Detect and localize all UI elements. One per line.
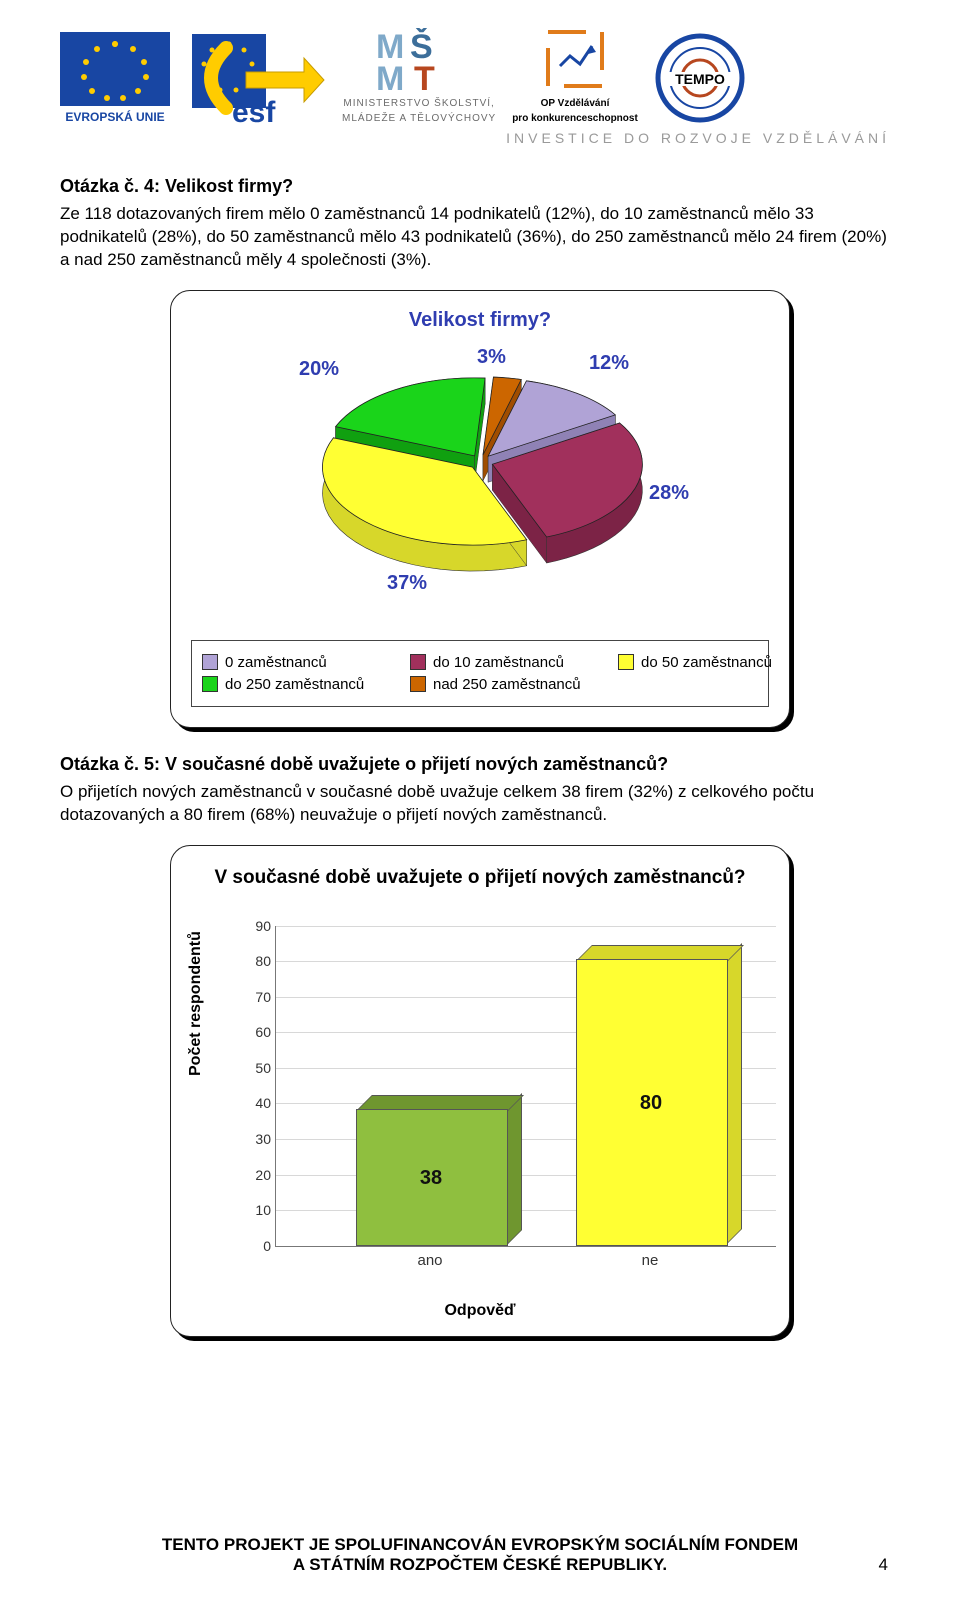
legend-item: do 50 zaměstnanců [618, 654, 798, 671]
q5-heading: Otázka č. 5: V současné době uvažujete o… [60, 754, 900, 775]
footer: TENTO PROJEKT JE SPOLUFINANCOVÁN EVROPSK… [0, 1535, 960, 1575]
legend-item: do 10 zaměstnanců [410, 654, 590, 671]
y-axis-label: Počet respondentů [187, 931, 205, 1076]
logo-op: OP Vzdělávání pro konkurenceschopnost [512, 24, 638, 124]
header-tagline: INVESTICE DO ROZVOJE VZDĚLÁVÁNÍ [0, 130, 960, 164]
op-line1: OP Vzdělávání [541, 98, 610, 109]
y-tick: 80 [247, 953, 271, 969]
x-tick: ne [575, 1252, 725, 1269]
svg-text:T: T [414, 60, 435, 94]
q4-chart-title: Velikost firmy? [191, 309, 769, 332]
op-icon [540, 24, 610, 94]
eu-flag-icon [60, 32, 170, 106]
bar: 38 [356, 926, 506, 1246]
legend-item: nad 250 zaměstnanců [410, 676, 590, 693]
y-tick: 50 [247, 1060, 271, 1076]
msmt-icon: M Š M T [374, 28, 464, 94]
q4-chart-card: Velikost firmy? 20% 3% 12% 28% 37% 0 zam… [170, 290, 790, 728]
pie-callout-28: 28% [649, 482, 689, 505]
q5-chart-title: V současné době uvažujete o přijetí nový… [191, 866, 769, 890]
q4-legend: 0 zaměstnanců do 10 zaměstnanců do 50 za… [191, 640, 769, 707]
pie-callout-3: 3% [477, 346, 506, 369]
pie-callout-20: 20% [299, 358, 339, 381]
y-tick: 10 [247, 1202, 271, 1218]
bar: 80 [576, 926, 726, 1246]
q4-heading: Otázka č. 4: Velikost firmy? [60, 176, 900, 197]
footer-line2: A STÁTNÍM ROZPOČTEM ČESKÉ REPUBLIKY. [293, 1555, 667, 1574]
q5-chart-card: V současné době uvažujete o přijetí nový… [170, 845, 790, 1337]
eu-label: EVROPSKÁ UNIE [65, 110, 164, 124]
q4-pie: 20% 3% 12% 28% 37% [191, 342, 769, 622]
y-tick: 60 [247, 1024, 271, 1040]
y-tick: 90 [247, 918, 271, 934]
y-tick: 70 [247, 989, 271, 1005]
legend-label: do 10 zaměstnanců [433, 654, 564, 671]
legend-item: do 250 zaměstnanců [202, 676, 382, 693]
header-logos: EVROPSKÁ UNIE esf M Š M T MINISTERSTVO Š… [0, 0, 960, 130]
logo-msmt: M Š M T MINISTERSTVO ŠKOLSTVÍ, MLÁDEŽE A… [342, 28, 496, 124]
y-tick: 40 [247, 1095, 271, 1111]
op-line2: pro konkurenceschopnost [512, 113, 638, 124]
bar-value-label: 80 [576, 1092, 726, 1115]
q4-body: Ze 118 dotazovaných firem mělo 0 zaměstn… [60, 203, 900, 272]
legend-label: do 250 zaměstnanců [225, 676, 364, 693]
y-tick: 30 [247, 1131, 271, 1147]
ministry-line1: MINISTERSTVO ŠKOLSTVÍ, [343, 98, 494, 109]
pie-callout-12: 12% [589, 352, 629, 375]
legend-label: do 50 zaměstnanců [641, 654, 772, 671]
tempo-icon: TEMPO [654, 32, 746, 124]
q5-body: O přijetích nových zaměstnanců v současn… [60, 781, 900, 827]
legend-label: 0 zaměstnanců [225, 654, 327, 671]
esf-icon: esf [186, 28, 326, 124]
q5-bar-chart: V současné době uvažujete o přijetí nový… [191, 866, 769, 1296]
x-axis-label: Odpověď [191, 1302, 769, 1320]
plot-area: 38 80 [275, 926, 776, 1247]
legend-item: 0 zaměstnanců [202, 654, 382, 671]
footer-line1: TENTO PROJEKT JE SPOLUFINANCOVÁN EVROPSK… [162, 1535, 798, 1554]
ministry-line2: MLÁDEŽE A TĚLOVÝCHOVY [342, 113, 496, 124]
logo-esf: esf [186, 28, 326, 124]
logo-tempo: TEMPO [654, 32, 746, 124]
svg-text:esf: esf [232, 96, 276, 124]
tempo-text: TEMPO [675, 71, 725, 87]
pie-callout-37: 37% [387, 572, 427, 595]
svg-text:M: M [376, 60, 404, 94]
legend-label: nad 250 zaměstnanců [433, 676, 581, 693]
y-tick: 20 [247, 1167, 271, 1183]
x-tick: ano [355, 1252, 505, 1269]
y-tick: 0 [247, 1238, 271, 1254]
logo-eu: EVROPSKÁ UNIE [60, 32, 170, 124]
bar-value-label: 38 [356, 1167, 506, 1190]
page-number: 4 [879, 1555, 888, 1575]
